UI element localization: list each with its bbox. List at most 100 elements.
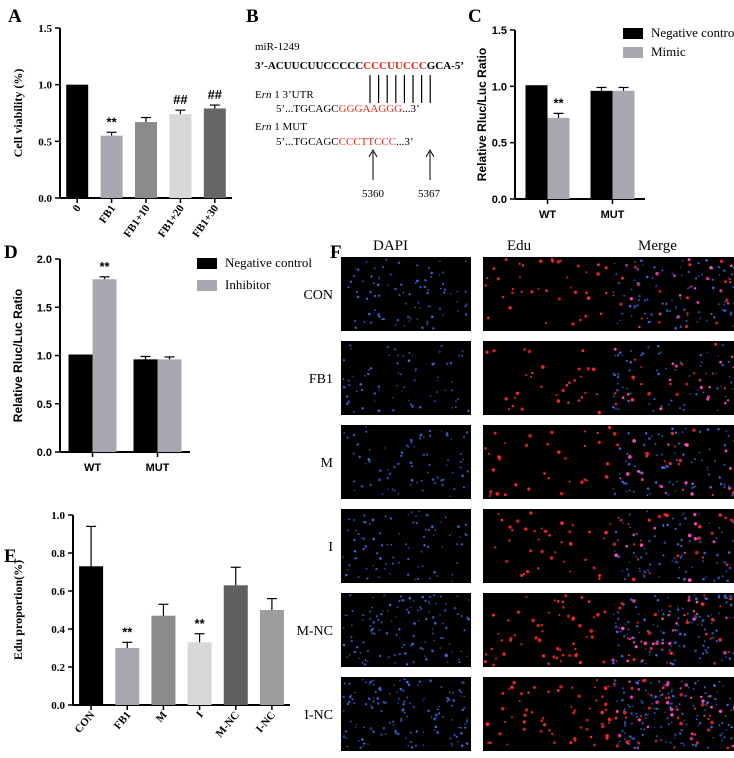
panel-f-microscopy-grid: DAPI Edu Merge CON FB1 M I M-NC I-NC <box>296 238 734 751</box>
bar-mut-negative-control <box>590 90 613 199</box>
significance-mark: ** <box>122 624 133 639</box>
significance-mark: ** <box>553 95 564 110</box>
chart-d: 0.0 0.5 1.0 1.5 2.0 Relative Rluc/Luc Ratio **… <box>11 254 312 474</box>
panel-b-sequence-diagram: miR-1249 3’-ACUUCUUCCCCCCCCUUCCCGCA-5’ E… <box>255 41 464 200</box>
significance-mark: ** <box>107 114 118 129</box>
panel-label-d: D <box>4 242 18 263</box>
image-edu-i <box>483 509 613 583</box>
bar-wt-negative-control <box>525 85 548 199</box>
y-tick-label: 0.5 <box>37 399 52 411</box>
y-axis-label: Cell viability (%) <box>11 69 25 158</box>
x-tick-label: CON <box>72 709 97 735</box>
x-tick-label: MUT <box>601 209 625 221</box>
legend-label: Negative control <box>651 25 734 40</box>
image-edu-fb1 <box>483 341 613 415</box>
y-tick-label: 1.0 <box>51 510 65 522</box>
bar-m-nc <box>223 585 248 705</box>
image-edu-con <box>483 257 613 331</box>
y-tick-label: 1.5 <box>37 302 52 314</box>
bar-wt-negative-control <box>68 354 93 452</box>
position-arrow-start <box>368 148 378 180</box>
row-label-i: I <box>328 540 333 555</box>
x-tick-label: M-NC <box>214 709 242 740</box>
y-tick-label: 2.0 <box>37 254 52 266</box>
image-dapi-con <box>341 257 471 331</box>
chart-e: 0.0 0.2 0.4 0.6 0.8 1.0 Edu proportion(%) CON **… <box>11 510 290 740</box>
row-label-fb1: FB1 <box>309 372 333 387</box>
x-tick-label: I <box>194 709 206 720</box>
y-tick-label: 0.0 <box>38 193 52 205</box>
image-dapi-fb1 <box>341 341 471 415</box>
x-tick-label: I-NC <box>254 709 279 735</box>
row-label-m: M <box>321 456 334 471</box>
utr-label: Ern 1 3’UTR <box>255 89 314 101</box>
x-tick-label: FB1+30 <box>190 202 221 239</box>
bar-mut-negative-control <box>133 359 158 452</box>
legend-label: Negative control <box>225 255 312 270</box>
y-tick-label: 1.0 <box>492 81 507 93</box>
bar-fb1 <box>115 648 140 705</box>
image-dapi-m-nc <box>341 593 471 667</box>
y-tick-label: 0.2 <box>51 662 65 674</box>
y-tick-label: 0.5 <box>38 136 52 148</box>
image-merge-m <box>611 425 734 499</box>
position-arrow-end <box>425 148 435 180</box>
x-tick-label: 0 <box>71 202 84 214</box>
bar-i-nc <box>259 610 284 705</box>
x-tick-label: MUT <box>146 462 170 474</box>
base-pair-lines <box>369 75 431 103</box>
bar-mut-mimic <box>612 90 635 199</box>
position-start: 5360 <box>362 188 385 200</box>
bar-wt-mimic <box>547 117 570 199</box>
x-tick-label: FB1+20 <box>156 202 187 239</box>
image-merge-fb1 <box>611 341 734 415</box>
legend-label: Inhibitor <box>225 277 271 292</box>
bar-0 <box>66 84 89 198</box>
bar-con <box>79 566 104 705</box>
bar-i <box>187 642 212 705</box>
bar-fb1 <box>100 135 123 198</box>
image-edu-m <box>483 425 613 499</box>
bar-fb1-20 <box>169 114 192 198</box>
y-tick-label: 1.5 <box>492 25 507 37</box>
row-label-con: CON <box>303 288 333 303</box>
mirna-seq-seed: CCCUUCCC <box>363 60 427 72</box>
utr-sequence: 5’...TGCAGCGGGAAGGG...3’ <box>276 103 420 115</box>
y-tick-label: 1.5 <box>38 23 52 35</box>
column-label-dapi: DAPI <box>373 238 408 254</box>
panel-label-e: E <box>4 546 17 567</box>
legend-label: Mimic <box>651 44 686 59</box>
panel-label-b: B <box>246 6 259 27</box>
y-tick-label: 0.8 <box>51 548 65 560</box>
significance-mark: ** <box>99 259 110 274</box>
y-tick-label: 0.5 <box>492 138 507 150</box>
mut-sequence: 5’...TGCAGCCCCTTCCC...3’ <box>276 136 414 148</box>
image-merge-m-nc <box>611 593 734 667</box>
y-axis-label: Relative Rluc/Luc Ratio <box>11 289 25 422</box>
significance-mark: ## <box>208 87 223 102</box>
x-tick-label: WT <box>84 462 101 474</box>
mut-label: Ern 1 MUT <box>255 121 307 133</box>
image-edu-i-nc <box>483 677 613 751</box>
y-tick-label: 0.4 <box>51 624 65 636</box>
legend-swatch <box>197 280 217 291</box>
image-merge-con <box>611 257 734 331</box>
image-merge-i <box>611 509 734 583</box>
y-axis-label: Relative Rluc/Luc Ratio <box>475 48 489 181</box>
legend-swatch <box>197 258 217 269</box>
bar-fb1-30 <box>203 108 226 198</box>
row-label-i-nc: I-NC <box>304 708 333 723</box>
y-axis-label: Edu proportion(%) <box>11 560 25 660</box>
significance-mark: ## <box>173 92 188 107</box>
bar-mut-inhibitor <box>157 359 182 452</box>
x-tick-label: FB1+10 <box>122 202 153 239</box>
y-tick-label: 0.0 <box>51 700 65 712</box>
row-label-m-nc: M-NC <box>296 624 333 639</box>
x-tick-label: M <box>154 709 170 725</box>
column-label-edu: Edu <box>507 238 532 254</box>
y-tick-label: 0.0 <box>37 447 52 459</box>
bar-wt-inhibitor <box>92 279 117 452</box>
